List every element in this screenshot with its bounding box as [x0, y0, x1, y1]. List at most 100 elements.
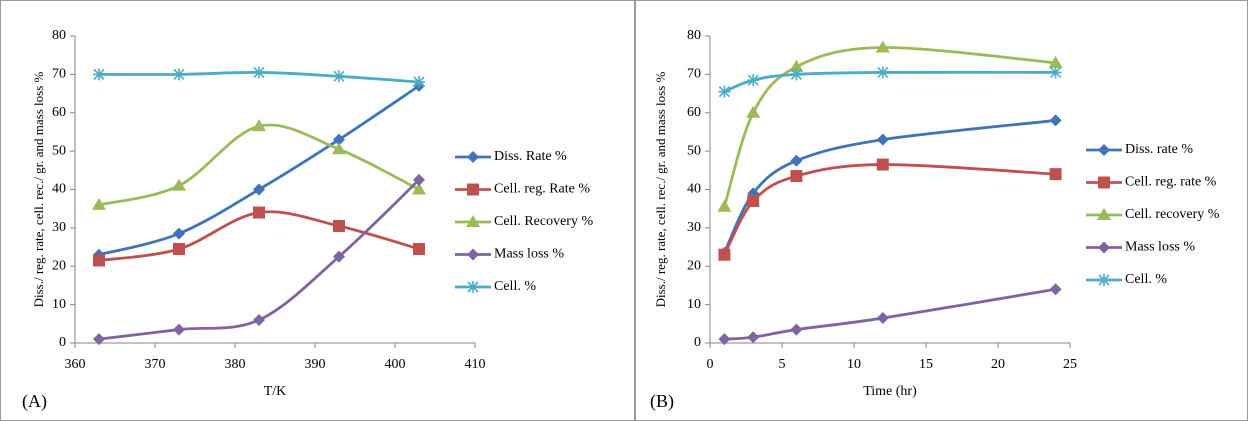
y-tick-label: 60: [52, 105, 66, 120]
marker: [1049, 66, 1062, 79]
marker: [173, 242, 185, 255]
series-line: [723, 70, 1056, 93]
marker: [790, 68, 803, 81]
legend-label: Mass loss %: [1125, 240, 1195, 255]
marker: [876, 312, 889, 325]
marker: [747, 331, 760, 344]
series-line: [723, 163, 1056, 256]
legend-label: Cell. reg. Rate %: [494, 182, 590, 197]
x-axis-label: T/K: [264, 384, 287, 399]
marker: [718, 248, 731, 261]
marker: [333, 133, 345, 146]
x-tick-label: 25: [1063, 357, 1077, 372]
marker: [790, 170, 803, 183]
legend-label: Cell. Recovery %: [494, 214, 593, 229]
marker: [333, 219, 345, 232]
x-tick-label: 10: [847, 357, 861, 372]
legend-label: Cell. reg. rate %: [1125, 175, 1217, 190]
marker: [718, 85, 731, 98]
marker: [790, 154, 803, 167]
x-tick-label: 5: [779, 357, 786, 372]
marker: [1049, 114, 1062, 127]
marker: [92, 197, 106, 210]
marker: [253, 206, 265, 219]
marker: [253, 183, 265, 196]
legend-marker: [1098, 274, 1110, 286]
series-line: [723, 46, 1056, 208]
marker: [718, 333, 731, 346]
marker: [333, 250, 345, 263]
marker: [876, 133, 889, 146]
y-axis-label: Diss./ reg. rate, cell. rec./ gr. and ma…: [31, 71, 46, 307]
y-tick-label: 50: [687, 143, 701, 158]
y-tick-label: 80: [687, 28, 701, 43]
legend-label: Cell. recovery %: [1125, 207, 1220, 222]
legend-marker: [1097, 208, 1111, 220]
panel-label: (A): [22, 391, 47, 412]
marker: [747, 195, 760, 208]
x-axis-label: Time (hr): [863, 384, 917, 399]
marker: [252, 119, 266, 132]
marker: [93, 333, 105, 346]
marker: [875, 40, 890, 53]
marker: [253, 66, 265, 79]
series-line: [723, 119, 1056, 254]
marker: [747, 74, 760, 87]
marker: [93, 68, 105, 81]
x-tick-label: 370: [145, 357, 166, 372]
marker: [173, 68, 185, 81]
x-tick-label: 390: [305, 357, 326, 372]
y-tick-label: 10: [687, 297, 701, 312]
y-tick-label: 30: [687, 220, 701, 235]
legend-marker: [467, 183, 479, 196]
y-tick-label: 20: [687, 258, 701, 273]
marker: [93, 254, 105, 267]
marker: [1049, 168, 1062, 181]
y-tick-label: 80: [52, 28, 66, 43]
marker: [172, 178, 186, 191]
series-line: [98, 84, 420, 257]
marker: [789, 59, 804, 72]
legend-label: Cell. %: [1125, 272, 1167, 287]
y-tick-label: 20: [52, 258, 66, 273]
marker: [876, 158, 889, 171]
marker: [253, 313, 265, 326]
y-tick-label: 70: [52, 67, 66, 82]
legend-label: Cell. %: [494, 279, 536, 294]
x-tick-label: 410: [465, 357, 486, 372]
panel-label: (B): [650, 391, 674, 412]
marker: [412, 182, 426, 195]
series-line: [98, 210, 420, 262]
y-tick-label: 40: [52, 182, 66, 197]
marker: [413, 76, 425, 89]
legend-marker: [1098, 241, 1110, 254]
x-tick-label: 400: [385, 357, 406, 372]
marker: [1049, 283, 1062, 296]
y-tick-label: 10: [52, 297, 66, 312]
legend-marker: [466, 215, 480, 227]
legend-label: Mass loss %: [494, 247, 564, 262]
y-axis-label: Diss./ reg. rate, cell. rec./ gr. and ma…: [653, 71, 668, 307]
x-tick-label: 20: [991, 357, 1005, 372]
legend-marker: [1098, 176, 1110, 189]
marker: [413, 242, 425, 255]
marker: [332, 142, 346, 155]
y-tick-label: 50: [52, 143, 66, 158]
legend-marker: [467, 248, 479, 261]
marker: [876, 66, 889, 79]
y-tick-label: 0: [59, 335, 66, 350]
y-tick-label: 30: [52, 220, 66, 235]
x-tick-label: 15: [919, 357, 933, 372]
legend-marker: [467, 151, 479, 163]
x-tick-label: 380: [225, 357, 246, 372]
y-tick-label: 0: [694, 335, 701, 350]
marker: [746, 105, 761, 118]
marker: [333, 70, 345, 83]
x-tick-label: 360: [65, 357, 86, 372]
x-tick-label: 0: [707, 357, 714, 372]
marker: [717, 199, 732, 212]
marker: [1048, 55, 1063, 68]
y-tick-label: 70: [687, 67, 701, 82]
